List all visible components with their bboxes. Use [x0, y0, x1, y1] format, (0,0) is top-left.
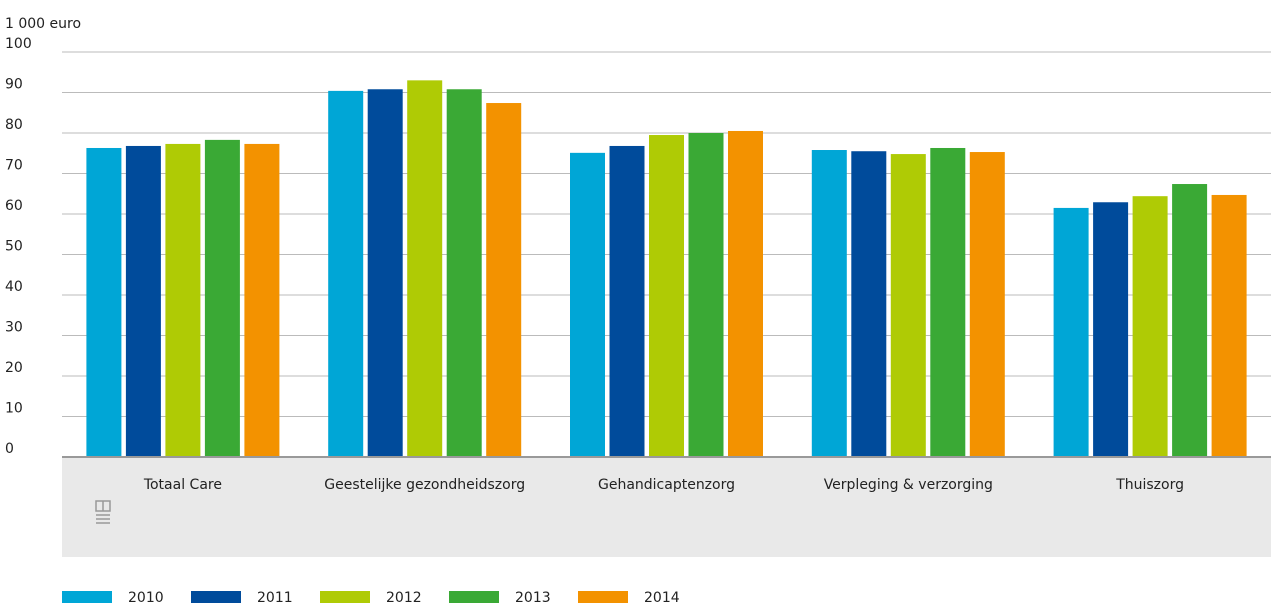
- bar: [1211, 194, 1247, 457]
- legend-label: 2012: [386, 590, 422, 605]
- y-tick-label: 10: [5, 401, 23, 417]
- bar: [165, 143, 201, 457]
- y-tick-label: 50: [5, 239, 23, 255]
- legend-label: 2013: [515, 590, 551, 605]
- bar: [204, 139, 240, 457]
- y-tick-label: 60: [5, 198, 23, 214]
- y-tick-label: 80: [5, 117, 23, 133]
- legend-swatch: [449, 591, 499, 603]
- y-axis-label: 1 000 euro: [5, 16, 81, 32]
- bar: [1093, 202, 1129, 457]
- bar: [446, 89, 482, 457]
- bar: [688, 133, 724, 457]
- bar: [1132, 196, 1168, 457]
- bar: [930, 147, 966, 458]
- bar: [1053, 207, 1089, 457]
- bar: [649, 135, 684, 457]
- bar: [609, 145, 645, 457]
- y-tick-label: 100: [5, 36, 32, 52]
- bar: [367, 89, 403, 457]
- y-tick-label: 90: [5, 77, 23, 93]
- bar: [244, 143, 280, 457]
- bar: [811, 150, 847, 457]
- bar: [570, 152, 605, 457]
- bar: [851, 151, 887, 457]
- legend-label: 2011: [257, 590, 293, 605]
- x-tick-label: Verpleging & verzorging: [824, 477, 993, 493]
- x-tick-label: Thuiszorg: [1115, 477, 1184, 493]
- y-tick-label: 0: [5, 441, 14, 457]
- legend-swatch: [191, 591, 241, 603]
- bar: [407, 80, 443, 457]
- y-tick-label: 40: [5, 279, 23, 295]
- cbs-logo: [95, 500, 111, 524]
- y-tick-label: 70: [5, 158, 23, 174]
- legend-label: 2010: [128, 590, 164, 605]
- bar: [125, 145, 161, 457]
- legend-swatch: [62, 591, 112, 603]
- y-tick-label: 30: [5, 320, 23, 336]
- y-tick-label: 20: [5, 360, 23, 376]
- x-tick-label: Geestelijke gezondheidszorg: [324, 477, 525, 493]
- bar: [1172, 184, 1208, 457]
- legend-swatch: [320, 591, 370, 603]
- bar: [486, 103, 522, 457]
- category-band: [62, 457, 1271, 557]
- bar: [728, 130, 763, 457]
- bar: [328, 90, 364, 457]
- bar: [969, 152, 1005, 457]
- x-tick-label: Totaal Care: [143, 477, 222, 493]
- bar: [890, 154, 926, 457]
- legend-label: 2014: [644, 590, 680, 605]
- bar: [86, 147, 122, 458]
- x-tick-label: Gehandicaptenzorg: [598, 477, 735, 493]
- legend-swatch: [578, 591, 628, 603]
